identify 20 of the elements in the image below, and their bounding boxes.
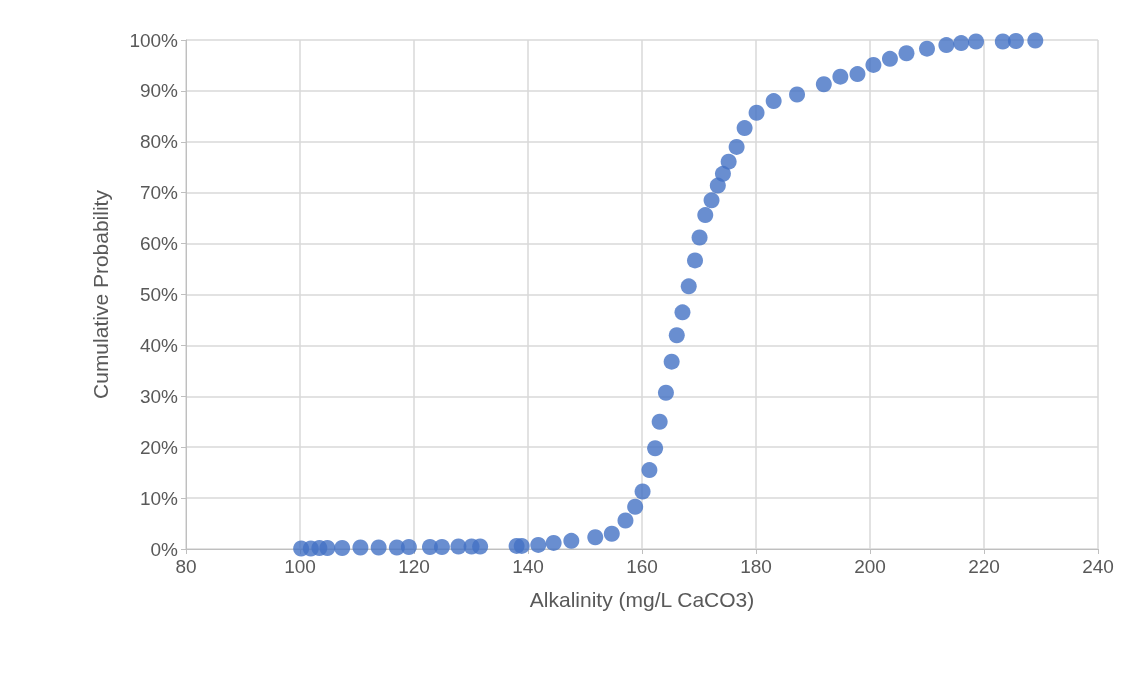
y-tick-label: 60% (139, 233, 179, 255)
y-tick-label: 50% (139, 284, 179, 305)
x-tick-label: 120 (398, 556, 430, 577)
y-tick-label: 40% (139, 334, 179, 356)
y-tick-label: 80% (139, 131, 179, 153)
y-tick-label: 90% (139, 80, 179, 102)
x-axis-title: Alkalinity (mg/L CaCO3) (529, 588, 755, 611)
x-tick-label: 200 (854, 556, 886, 577)
x-tick-label: 140 (512, 556, 544, 577)
x-tick-label: 160 (626, 556, 658, 577)
x-tick-label: 220 (968, 556, 1000, 577)
y-tick-label: 30% (139, 385, 179, 407)
x-tick-label: 100 (284, 556, 316, 577)
y-tick-label: 70% (139, 182, 179, 204)
y-tick-label: 20% (139, 436, 179, 458)
x-tick-label: 240 (1082, 556, 1114, 577)
y-axis-title: Cumulative Probability (89, 189, 112, 399)
y-tick-label: 10% (139, 487, 179, 509)
y-tick-label: 100% (129, 29, 179, 51)
x-tick-label: 180 (740, 556, 772, 577)
